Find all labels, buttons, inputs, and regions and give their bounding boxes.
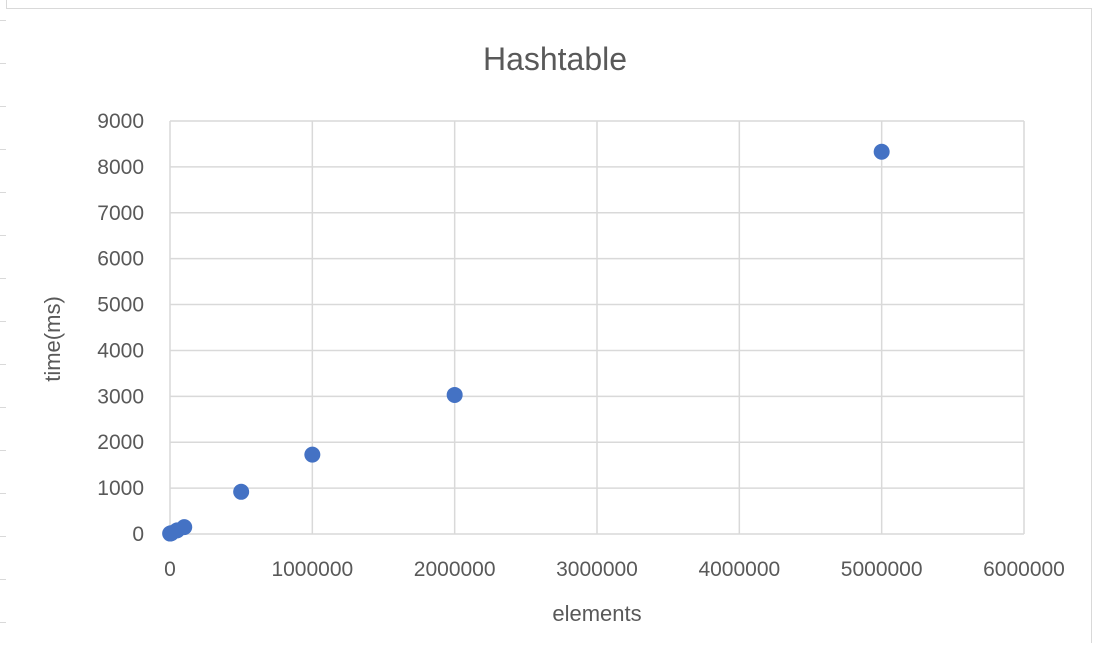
y-tick-label: 0: [132, 523, 144, 546]
gridlines: [169, 120, 1025, 535]
y-tick-label: 8000: [97, 156, 144, 179]
row-divider: [0, 622, 6, 623]
x-tick-label: 4000000: [698, 558, 780, 581]
y-tick-label: 4000: [97, 339, 144, 362]
y-tick-label: 9000: [97, 110, 144, 133]
row-divider: [0, 450, 6, 451]
row-divider: [0, 536, 6, 537]
y-tick-label: 6000: [97, 248, 144, 271]
row-divider: [0, 149, 6, 150]
row-divider: [0, 364, 6, 365]
x-tick-label: 5000000: [841, 558, 923, 581]
y-axis-title: time(ms): [40, 296, 65, 382]
row-divider: [0, 493, 6, 494]
row-divider: [0, 278, 6, 279]
x-tick-label: 0: [164, 558, 176, 581]
y-axis-tick-labels: 0 1000 2000 3000 4000 5000 6000 7000 8000 9000: [97, 110, 144, 546]
data-point: [873, 143, 890, 160]
y-tick-label: 1000: [97, 477, 144, 500]
x-tick-label: 1000000: [271, 558, 353, 581]
y-tick-label: 3000: [97, 385, 144, 408]
data-point: [233, 483, 250, 500]
scatter-chart: Hashtable 0 1000 2000 3000 4000 5000 6000 7000 8…: [40, 41, 1065, 626]
row-divider: [0, 407, 6, 408]
x-tick-label: 3000000: [556, 558, 638, 581]
y-tick-label: 7000: [97, 202, 144, 225]
chart-area[interactable]: Hashtable 0 1000 2000 3000 4000 5000 6000 7000 8…: [6, 8, 1092, 643]
row-divider: [0, 235, 6, 236]
x-axis-tick-labels: 0 1000000 2000000 3000000 4000000 5000000 6000…: [164, 558, 1065, 581]
data-point: [176, 519, 193, 536]
row-divider: [0, 106, 6, 107]
row-divider: [0, 579, 6, 580]
data-point: [304, 446, 321, 463]
row-divider: [0, 192, 6, 193]
x-tick-label: 2000000: [414, 558, 496, 581]
row-divider: [0, 20, 6, 21]
chart-title: Hashtable: [483, 41, 627, 77]
y-tick-label: 2000: [97, 431, 144, 454]
row-divider: [0, 321, 6, 322]
data-points: [162, 143, 890, 542]
x-axis-title: elements: [552, 601, 641, 626]
x-tick-label: 6000000: [983, 558, 1065, 581]
data-point: [446, 386, 463, 403]
row-divider: [0, 63, 6, 64]
y-tick-label: 5000: [97, 294, 144, 317]
